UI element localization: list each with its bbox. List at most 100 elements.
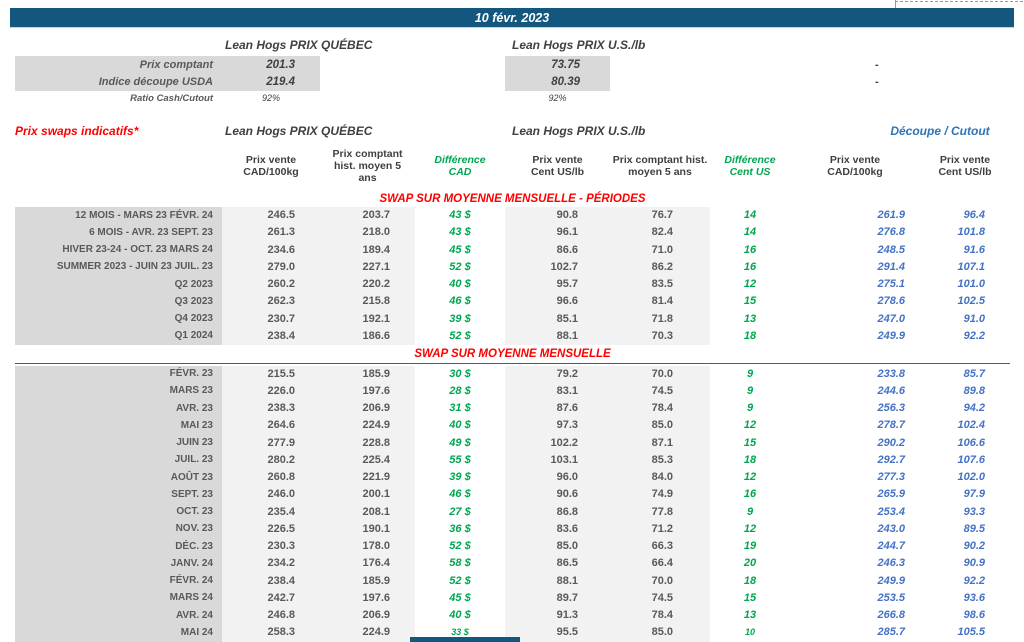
cell-cutout-value[interactable]: 244.7 (877, 540, 905, 553)
cell-value[interactable]: 78.4 (610, 400, 710, 418)
cell-value[interactable]: 96.0 (505, 469, 610, 487)
cell-value[interactable]: 86.2 (610, 258, 710, 276)
cell-cutout-value[interactable]: 256.3 (877, 402, 905, 415)
cell-diff-value[interactable]: 43 $ (449, 209, 471, 222)
cell-value[interactable]: 92% (548, 93, 567, 103)
cell-value[interactable]: 91.3 (505, 607, 610, 625)
cell-value[interactable]: 86.8 (505, 503, 610, 521)
cell-value[interactable]: 224.9 (320, 624, 415, 642)
row-label-cell[interactable]: MAI 23 (15, 417, 222, 435)
cell-diff-value[interactable]: 30 $ (449, 367, 471, 380)
cell-value[interactable]: 203.7 (320, 207, 415, 225)
row-label-cell[interactable]: JANV. 24 (15, 555, 222, 573)
cell-cutout-value[interactable]: 90.9 (963, 557, 985, 570)
cell-cutout-value[interactable]: 261.9 (877, 209, 905, 222)
row-label-cell[interactable]: AVR. 23 (15, 400, 222, 418)
row-label-cell[interactable]: Q4 2023 (15, 310, 222, 328)
row-label-cell[interactable]: SEPT. 23 (15, 486, 222, 504)
cell-cutout-value[interactable]: 248.5 (877, 243, 905, 256)
cell-diff-value[interactable]: 19 (743, 540, 757, 553)
cell-value[interactable]: 235.4 (222, 503, 320, 521)
cell-value[interactable]: 262.3 (222, 293, 320, 311)
cell-value[interactable]: 90.8 (505, 207, 610, 225)
cell-value[interactable]: 224.9 (320, 417, 415, 435)
cell-diff-value[interactable]: 45 $ (449, 591, 471, 604)
cell-cutout-value[interactable]: 101.0 (957, 278, 985, 291)
cell-value[interactable]: 103.1 (505, 451, 610, 469)
cell-value[interactable]: 85.3 (610, 451, 710, 469)
cell-cutout-value[interactable]: 102.5 (957, 295, 985, 308)
cell-value[interactable]: 96.1 (505, 224, 610, 242)
cell-value[interactable]: 246.5 (222, 207, 320, 225)
row-label-cell[interactable]: Indice découpe USDA (15, 73, 222, 91)
cell-value[interactable]: 83.1 (505, 382, 610, 400)
cell-cutout-value[interactable]: 92.2 (963, 574, 985, 587)
cell-cutout-value[interactable]: 291.4 (877, 260, 905, 273)
cell-value[interactable]: 178.0 (320, 538, 415, 556)
cell-cutout-value[interactable]: 285.7 (877, 626, 905, 639)
cell-value[interactable]: 206.9 (320, 400, 415, 418)
cell-value[interactable]: 86.6 (505, 241, 610, 259)
cell-diff-value[interactable]: 40 $ (449, 609, 471, 622)
row-label-cell[interactable]: NOV. 23 (15, 520, 222, 538)
cell-cutout-value[interactable]: 290.2 (877, 436, 905, 449)
row-label-cell[interactable]: DÉC. 23 (15, 538, 222, 556)
cell-value[interactable]: 201.3 (222, 56, 320, 74)
row-label-cell[interactable]: JUIN 23 (15, 434, 222, 452)
cell-diff-value[interactable]: 9 (746, 384, 754, 397)
cell-diff-value[interactable]: 10 (744, 627, 755, 638)
row-label-cell[interactable]: Prix comptant (15, 56, 222, 74)
cell-value[interactable]: 85.0 (505, 538, 610, 556)
cell-value[interactable]: 85.0 (610, 417, 710, 435)
cell-cutout-value[interactable]: 243.0 (877, 522, 905, 535)
cell-value[interactable]: 76.7 (610, 207, 710, 225)
cell-cutout-value[interactable]: 90.2 (963, 540, 985, 553)
cell-value[interactable]: 66.3 (610, 538, 710, 556)
cell-value[interactable]: 197.6 (320, 382, 415, 400)
cell-cutout-value[interactable]: 107.1 (957, 260, 985, 273)
cell-cutout-value[interactable]: 89.8 (963, 384, 985, 397)
cell-value[interactable]: 185.9 (320, 365, 415, 383)
cell-diff-value[interactable]: 46 $ (449, 488, 471, 501)
cell-diff-value[interactable]: 52 $ (449, 574, 471, 587)
cell-value[interactable]: 208.1 (320, 503, 415, 521)
cell-cutout-value[interactable]: 96.4 (963, 209, 985, 222)
cell-value[interactable]: 264.6 (222, 417, 320, 435)
cell-value[interactable]: 238.4 (222, 572, 320, 590)
row-label-cell[interactable]: Q2 2023 (15, 276, 222, 294)
cell-value[interactable]: 88.1 (505, 572, 610, 590)
cell-cutout-value[interactable]: 85.7 (963, 367, 985, 380)
cell-value[interactable]: 206.9 (320, 607, 415, 625)
cell-value[interactable]: 88.1 (505, 327, 610, 345)
cell-diff-value[interactable]: 14 (743, 209, 757, 222)
cell-value[interactable]: 79.2 (505, 365, 610, 383)
cell-diff-value[interactable]: 13 (743, 312, 757, 325)
cell-value[interactable]: 66.4 (610, 555, 710, 573)
cell-value[interactable]: 226.5 (222, 520, 320, 538)
row-label-cell[interactable]: SUMMER 2023 - JUIN 23 JUIL. 23 (15, 258, 222, 276)
cell-value[interactable]: 74.5 (610, 382, 710, 400)
cell-diff-value[interactable]: 12 (743, 419, 757, 432)
cell-value[interactable]: 219.4 (222, 73, 320, 91)
cell-value[interactable]: 82.4 (610, 224, 710, 242)
cell-cutout-value[interactable]: 98.6 (963, 609, 985, 622)
cell-value[interactable]: 95.7 (505, 276, 610, 294)
cell-cutout-value[interactable]: 246.3 (877, 557, 905, 570)
cell-value[interactable]: 70.0 (610, 572, 710, 590)
cell-value[interactable]: 84.0 (610, 469, 710, 487)
cell-value[interactable]: 261.3 (222, 224, 320, 242)
cell-value[interactable]: 83.6 (505, 520, 610, 538)
row-label-cell[interactable]: HIVER 23-24 - OCT. 23 MARS 24 (15, 241, 222, 259)
cell-cutout-value[interactable]: 89.5 (963, 522, 985, 535)
cell-value[interactable]: 77.8 (610, 503, 710, 521)
cell-diff-value[interactable]: 40 $ (449, 278, 471, 291)
row-label-cell[interactable]: AVR. 24 (15, 607, 222, 625)
cell-value[interactable]: 220.2 (320, 276, 415, 294)
cell-diff-value[interactable]: 52 $ (449, 329, 471, 342)
cell-diff-value[interactable]: 40 $ (449, 419, 471, 432)
cell-value[interactable]: 279.0 (222, 258, 320, 276)
cell-value[interactable]: 74.5 (610, 589, 710, 607)
cell-value[interactable]: 197.6 (320, 589, 415, 607)
cell-cutout-value[interactable]: 278.7 (877, 419, 905, 432)
cell-cutout-value[interactable]: 94.2 (963, 402, 985, 415)
